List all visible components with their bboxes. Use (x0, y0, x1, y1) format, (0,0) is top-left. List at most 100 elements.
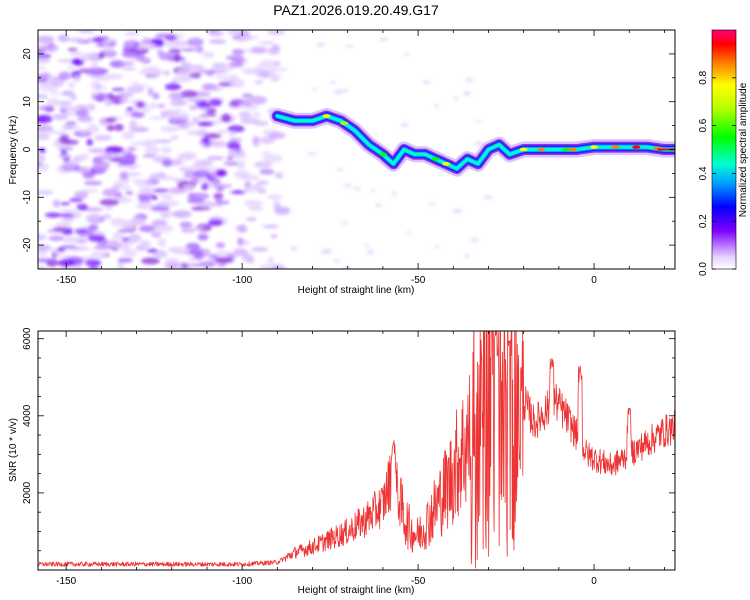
noise-blob (156, 175, 176, 181)
noise-blob (342, 88, 349, 93)
noise-blob (40, 72, 52, 79)
noise-blob (83, 180, 103, 186)
noise-blob (463, 254, 470, 258)
noise-blob (238, 111, 252, 119)
noise-blob (274, 172, 284, 179)
noise-blob (252, 143, 260, 147)
x-tick-label: -50 (411, 576, 426, 587)
noise-blob (117, 92, 134, 97)
noise-blob (364, 243, 370, 247)
noise-blob (82, 171, 96, 179)
noise-blob (78, 129, 89, 134)
noise-blob (38, 114, 53, 124)
noise-blob (167, 92, 184, 100)
noise-blob (103, 213, 112, 220)
noise-blob (45, 212, 62, 218)
y-tick-label: -20 (22, 237, 33, 252)
ridge-hotspot (611, 145, 620, 149)
noise-blob (187, 97, 202, 103)
noise-blob (119, 171, 129, 180)
noise-blob (274, 206, 291, 215)
noise-blob (334, 89, 343, 95)
noise-blob (464, 77, 474, 82)
noise-blob (169, 98, 187, 107)
noise-blob (198, 261, 216, 268)
noise-blob (62, 220, 72, 228)
noise-blob (185, 226, 205, 231)
noise-blob (141, 107, 151, 113)
noise-blob (233, 155, 249, 159)
noise-blob (152, 92, 160, 100)
noise-blob (197, 233, 209, 241)
noise-blob (120, 96, 131, 104)
noise-blob (164, 40, 178, 48)
noise-blob (237, 237, 244, 246)
noise-blob (229, 61, 244, 68)
noise-blob (127, 233, 142, 243)
noise-blob (173, 33, 186, 38)
noise-blob (223, 161, 241, 166)
noise-blob (433, 245, 441, 249)
noise-blob (233, 170, 250, 179)
noise-blob (188, 105, 199, 110)
noise-blob (268, 67, 276, 77)
spectrogram-signal-ridge (269, 108, 675, 177)
noise-blob (221, 113, 232, 123)
noise-blob (90, 251, 109, 259)
noise-blob (135, 202, 148, 210)
noise-blob (132, 178, 151, 185)
noise-blob (38, 35, 55, 44)
noise-blob (38, 94, 49, 100)
noise-blob (226, 156, 234, 161)
noise-blob (215, 250, 230, 258)
noise-blob (178, 166, 191, 172)
noise-blob (333, 259, 342, 263)
noise-blob (215, 242, 226, 249)
noise-blob (306, 152, 317, 156)
ridge-hotspot (519, 147, 528, 152)
noise-blob (165, 257, 179, 264)
noise-blob (118, 257, 134, 263)
noise-blob (160, 146, 172, 154)
noise-blob (52, 113, 71, 118)
noise-blob (106, 124, 115, 132)
noise-blob (210, 254, 219, 260)
noise-blob (153, 224, 174, 233)
noise-blob (215, 197, 223, 204)
noise-blob (473, 141, 484, 146)
noise-blob (157, 238, 167, 247)
noise-blob (116, 245, 131, 250)
noise-blob (85, 213, 103, 222)
noise-blob (104, 45, 115, 52)
noise-blob (267, 30, 285, 35)
noise-blob (73, 190, 89, 200)
noise-blob (38, 233, 47, 241)
noise-blob (256, 180, 269, 186)
noise-blob (102, 35, 110, 40)
noise-blob (75, 169, 86, 173)
noise-blob (215, 169, 227, 177)
noise-blob (206, 155, 225, 161)
noise-blob (180, 90, 198, 98)
ridge-hotspot (568, 147, 577, 152)
noise-blob (56, 247, 66, 252)
noise-blob (259, 40, 276, 45)
noise-blob (117, 265, 126, 269)
noise-blob (193, 170, 211, 178)
noise-blob (146, 248, 158, 253)
noise-blob (114, 179, 129, 185)
noise-blob (96, 43, 107, 48)
colorbar-tick-label: 0.8 (698, 70, 709, 84)
noise-blob (270, 234, 278, 239)
noise-blob (122, 248, 137, 258)
noise-blob (106, 52, 116, 58)
noise-blob (38, 250, 48, 257)
noise-blob (260, 70, 271, 79)
noise-blob (83, 207, 104, 212)
colorbar-tick-label: 0.2 (698, 214, 709, 228)
noise-blob (88, 266, 100, 269)
noise-blob (163, 210, 172, 219)
noise-blob (105, 117, 117, 123)
ridge-hotspot (431, 157, 440, 161)
noise-blob (142, 138, 157, 148)
